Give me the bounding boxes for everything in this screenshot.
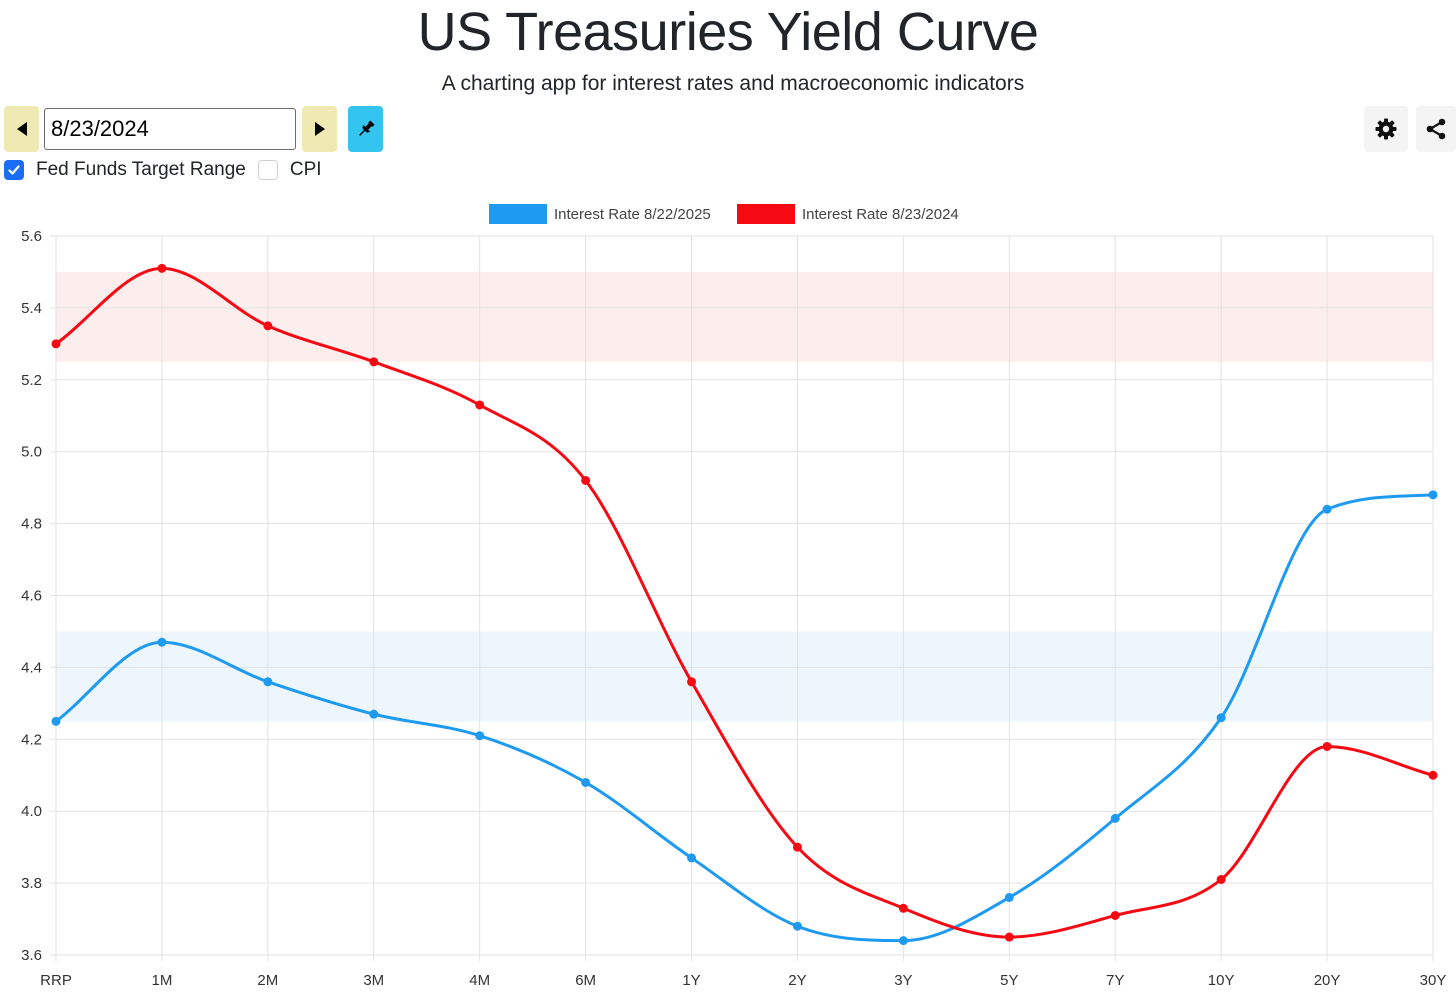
page-title: US Treasuries Yield Curve — [417, 2, 1039, 62]
data-point[interactable] — [51, 716, 61, 726]
data-point[interactable] — [369, 357, 379, 367]
x-tick-label: 3M — [363, 972, 384, 989]
data-point[interactable] — [792, 921, 802, 931]
series-points — [51, 263, 1438, 946]
page-subtitle: A charting app for interest rates and ma… — [441, 72, 1025, 95]
fed-funds-checkbox[interactable] — [4, 160, 24, 180]
y-tick-label: 5.6 — [21, 228, 42, 245]
legend-label[interactable]: Interest Rate 8/23/2024 — [802, 206, 959, 223]
data-point[interactable] — [1216, 713, 1226, 723]
x-tick-label: 7Y — [1106, 972, 1124, 989]
y-tick-label: 4.0 — [21, 803, 42, 820]
x-tick-label: 2M — [257, 972, 278, 989]
y-tick-label: 3.8 — [21, 875, 42, 892]
legend-label[interactable]: Interest Rate 8/22/2025 — [554, 206, 711, 223]
x-tick-label: 3Y — [894, 972, 912, 989]
chart-legend: Interest Rate 8/22/2025 Interest Rate 8/2… — [489, 204, 959, 224]
pushpin-icon — [358, 120, 374, 136]
data-point[interactable] — [687, 853, 697, 863]
x-tick-label: 6M — [575, 972, 596, 989]
triangle-left-icon — [16, 122, 27, 136]
data-point[interactable] — [475, 400, 485, 410]
data-point[interactable] — [1110, 910, 1120, 920]
y-tick-label: 5.4 — [21, 300, 42, 317]
chart-grid — [50, 235, 1434, 961]
data-point[interactable] — [263, 677, 273, 687]
triangle-right-icon — [314, 122, 325, 136]
gear-icon — [1375, 118, 1397, 140]
data-point[interactable] — [1428, 770, 1438, 780]
y-axis-ticks: 3.6 3.8 4.0 4.2 4.4 4.6 4.8 5.0 5.2 5.4 5.6 — [21, 228, 42, 964]
x-tick-label: RRP — [40, 972, 72, 989]
data-point[interactable] — [1004, 932, 1014, 942]
data-point[interactable] — [157, 263, 167, 273]
share-icon — [1426, 118, 1446, 140]
data-point[interactable] — [581, 475, 591, 485]
data-point[interactable] — [475, 731, 485, 741]
series-line-1 — [55, 266, 1434, 939]
pin-button[interactable] — [348, 106, 383, 152]
data-point[interactable] — [581, 777, 591, 787]
y-tick-label: 4.2 — [21, 731, 42, 748]
x-tick-label: 1Y — [682, 972, 700, 989]
data-point[interactable] — [792, 842, 802, 852]
y-tick-label: 4.4 — [21, 659, 42, 676]
y-tick-label: 4.6 — [21, 588, 42, 605]
cpi-label[interactable]: CPI — [289, 159, 322, 180]
data-point[interactable] — [1004, 892, 1014, 902]
x-tick-label: 2Y — [788, 972, 806, 989]
fed-funds-bands — [56, 271, 1433, 722]
data-point[interactable] — [369, 709, 379, 719]
data-point[interactable] — [51, 339, 61, 349]
data-point[interactable] — [1428, 490, 1438, 500]
checkmark-icon — [8, 165, 20, 175]
date-input[interactable] — [44, 108, 296, 150]
x-tick-label: 10Y — [1208, 972, 1235, 989]
x-axis-ticks: RRP 1M 2M 3M 4M 6M 1Y 2Y 3Y 5Y 7Y 10Y 20Y 30Y — [40, 972, 1446, 989]
share-button[interactable] — [1416, 106, 1456, 152]
y-tick-label: 5.2 — [21, 372, 42, 389]
settings-button[interactable] — [1364, 106, 1408, 152]
data-point[interactable] — [263, 321, 273, 331]
data-point[interactable] — [1216, 875, 1226, 885]
data-point[interactable] — [157, 637, 167, 647]
data-point[interactable] — [898, 903, 908, 913]
cpi-checkbox[interactable] — [257, 160, 278, 180]
x-tick-label: 30Y — [1420, 972, 1447, 989]
x-tick-label: 20Y — [1314, 972, 1341, 989]
x-tick-label: 1M — [152, 972, 173, 989]
previous-date-button[interactable] — [4, 106, 39, 152]
x-tick-label: 5Y — [1000, 972, 1018, 989]
data-point[interactable] — [687, 677, 697, 687]
data-point[interactable] — [1322, 504, 1332, 514]
y-tick-label: 4.8 — [21, 516, 42, 533]
data-point[interactable] — [1322, 741, 1332, 751]
x-tick-label: 4M — [469, 972, 490, 989]
yield-curve-chart: 3.6 3.8 4.0 4.2 4.4 4.6 4.8 5.0 5.2 5.4 5.6 RRP 1M 2… — [21, 204, 1446, 989]
fed-funds-band-2025 — [56, 631, 1433, 722]
series-lines — [55, 266, 1434, 943]
legend-swatch[interactable] — [737, 204, 795, 224]
fed-funds-band-2024 — [56, 271, 1433, 362]
fed-funds-label[interactable]: Fed Funds Target Range — [36, 159, 246, 180]
legend-swatch[interactable] — [489, 204, 547, 224]
y-tick-label: 5.0 — [21, 444, 42, 461]
next-date-button[interactable] — [302, 106, 337, 152]
data-point[interactable] — [898, 936, 908, 946]
overlay-options: Fed Funds Target Range CPI — [4, 156, 334, 184]
data-point[interactable] — [1110, 813, 1120, 823]
y-tick-label: 3.6 — [21, 947, 42, 964]
